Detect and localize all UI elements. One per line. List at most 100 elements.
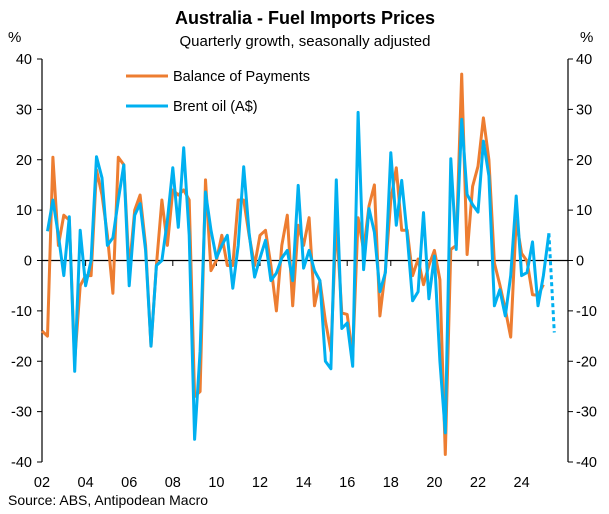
data-point-brent-oil-a <box>466 194 468 196</box>
data-point-balance-of-payments <box>117 156 119 158</box>
data-point-brent-oil-a <box>134 214 136 216</box>
data-point-brent-oil-a <box>384 272 386 274</box>
data-point-balance-of-payments <box>264 229 266 231</box>
data-point-brent-oil-a <box>194 438 196 440</box>
data-point-balance-of-payments <box>532 294 534 296</box>
data-point-brent-oil-a <box>128 285 130 287</box>
left-y-tick-label: -30 <box>11 405 32 421</box>
data-point-brent-oil-a <box>210 229 212 231</box>
data-point-brent-oil-a <box>504 315 506 317</box>
right-y-tick-label: -40 <box>576 455 597 471</box>
x-tick-label: 24 <box>514 475 530 491</box>
data-point-brent-oil-a <box>428 298 430 300</box>
data-point-brent-oil-a <box>161 260 163 262</box>
data-point-balance-of-payments <box>423 284 425 286</box>
data-point-brent-oil-a <box>101 177 103 179</box>
data-point-brent-oil-a <box>188 234 190 236</box>
data-point-balance-of-payments <box>357 217 359 219</box>
data-point-brent-oil-a <box>308 249 310 251</box>
data-point-brent-oil-a <box>286 249 288 251</box>
data-point-brent-oil-a <box>90 260 92 262</box>
data-point-balance-of-payments <box>183 189 185 191</box>
data-point-brent-oil-a <box>237 244 239 246</box>
data-point-balance-of-payments <box>90 275 92 277</box>
data-point-brent-oil-a <box>243 166 245 168</box>
data-point-balance-of-payments <box>166 244 168 246</box>
data-point-brent-oil-a <box>412 300 414 302</box>
data-point-brent-oil-a <box>123 164 125 166</box>
data-point-balance-of-payments <box>243 199 245 201</box>
data-point-brent-oil-a <box>226 234 228 236</box>
data-point-brent-oil-a <box>379 291 381 293</box>
right-y-tick-label: -30 <box>576 405 597 421</box>
data-point-brent-oil-a <box>363 269 365 271</box>
right-y-tick-label: 10 <box>576 203 592 219</box>
x-tick-label: 10 <box>208 475 224 491</box>
x-tick-label: 20 <box>426 475 442 491</box>
data-point-brent-oil-a <box>232 287 234 289</box>
x-tick-label: 06 <box>121 475 137 491</box>
data-point-brent-oil-a <box>150 345 152 347</box>
data-point-balance-of-payments <box>433 249 435 251</box>
data-point-brent-oil-a <box>314 270 316 272</box>
data-point-brent-oil-a <box>183 147 185 149</box>
projection-line-brent-oil-a <box>547 233 556 333</box>
data-point-brent-oil-a <box>526 272 528 274</box>
left-y-tick-label: -10 <box>11 304 32 320</box>
data-point-brent-oil-a <box>275 272 277 274</box>
data-point-brent-oil-a <box>390 152 392 154</box>
data-point-brent-oil-a <box>68 216 70 218</box>
data-point-brent-oil-a <box>281 257 283 259</box>
data-point-brent-oil-a <box>341 328 343 330</box>
right-y-tick-label: 30 <box>576 102 592 118</box>
right-y-tick-label: -10 <box>576 304 597 320</box>
data-point-balance-of-payments <box>52 156 54 158</box>
data-point-balance-of-payments <box>226 265 228 267</box>
data-point-balance-of-payments <box>444 453 446 455</box>
data-point-brent-oil-a <box>455 248 457 250</box>
data-point-brent-oil-a <box>199 350 201 352</box>
left-y-tick-label: 20 <box>16 153 32 169</box>
data-point-brent-oil-a <box>373 231 375 233</box>
data-point-balance-of-payments <box>373 184 375 186</box>
data-point-balance-of-payments <box>477 165 479 167</box>
data-point-brent-oil-a <box>85 285 87 287</box>
x-tick-label: 14 <box>296 475 312 491</box>
data-point-balance-of-payments <box>395 167 397 169</box>
data-point-brent-oil-a <box>537 305 539 307</box>
data-point-brent-oil-a <box>542 275 544 277</box>
data-point-brent-oil-a <box>472 204 474 206</box>
data-point-balance-of-payments <box>286 214 288 216</box>
right-y-tick-label: 20 <box>576 153 592 169</box>
data-point-brent-oil-a <box>395 224 397 226</box>
data-point-balance-of-payments <box>324 320 326 322</box>
data-point-brent-oil-a <box>117 199 119 201</box>
x-tick-label: 22 <box>470 475 486 491</box>
data-point-balance-of-payments <box>139 194 141 196</box>
data-point-brent-oil-a <box>401 179 403 181</box>
data-point-brent-oil-a <box>532 241 534 243</box>
data-point-brent-oil-a <box>259 257 261 259</box>
legend-label-balance-of-payments: Balance of Payments <box>173 69 310 85</box>
data-point-brent-oil-a <box>57 234 59 236</box>
left-y-tick-label: -40 <box>11 455 32 471</box>
data-point-balance-of-payments <box>499 284 501 286</box>
data-point-balance-of-payments <box>232 265 234 267</box>
data-point-balance-of-payments <box>308 217 310 219</box>
data-point-brent-oil-a <box>177 226 179 228</box>
data-point-brent-oil-a <box>406 234 408 236</box>
data-point-balance-of-payments <box>346 313 348 315</box>
data-point-brent-oil-a <box>499 289 501 291</box>
data-point-brent-oil-a <box>46 230 48 232</box>
x-tick-label: 02 <box>34 475 50 491</box>
data-point-balance-of-payments <box>510 336 512 338</box>
data-point-balance-of-payments <box>466 253 468 255</box>
data-point-brent-oil-a <box>155 265 157 267</box>
data-point-brent-oil-a <box>139 203 141 205</box>
chart-title: Australia - Fuel Imports Prices <box>175 8 435 28</box>
data-point-brent-oil-a <box>521 275 523 277</box>
data-point-balance-of-payments <box>482 117 484 119</box>
data-point-balance-of-payments <box>488 159 490 161</box>
data-point-brent-oil-a <box>488 175 490 177</box>
